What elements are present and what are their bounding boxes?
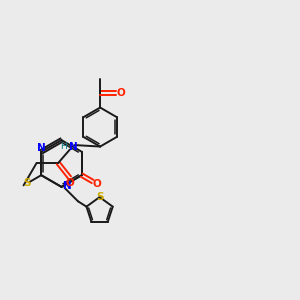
Text: O: O: [116, 88, 125, 98]
Text: H: H: [60, 142, 67, 151]
Text: S: S: [96, 192, 103, 202]
Text: N: N: [69, 142, 77, 152]
Text: S: S: [23, 178, 31, 188]
Text: N: N: [62, 181, 71, 191]
Text: O: O: [92, 179, 101, 189]
Text: N: N: [37, 142, 46, 153]
Text: O: O: [65, 178, 74, 188]
